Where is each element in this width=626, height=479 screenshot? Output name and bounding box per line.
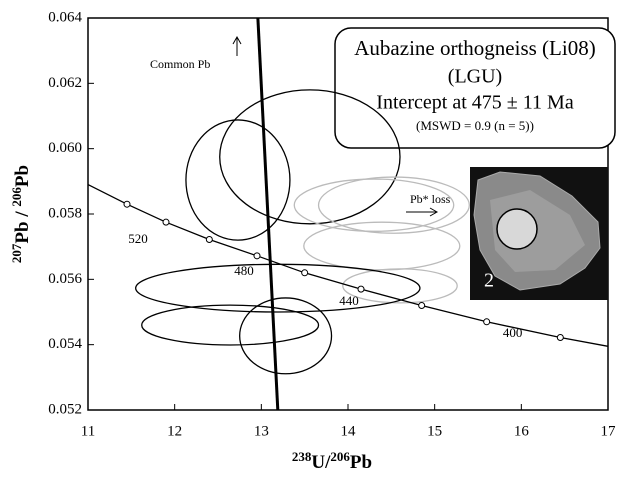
- error-ellipse: [135, 263, 421, 313]
- y-tick-label: 0.060: [48, 140, 82, 156]
- x-tick-label: 17: [601, 423, 617, 439]
- y-label-part: Pb: [12, 221, 33, 243]
- arrow-head: [429, 207, 439, 217]
- y-label-part: 207: [9, 243, 24, 263]
- x-label-part: Pb: [350, 452, 372, 473]
- y-tick-label: 0.058: [48, 205, 82, 221]
- x-tick-label: 11: [81, 423, 95, 439]
- error-ellipse: [303, 221, 461, 271]
- y-tick-label: 0.062: [48, 75, 82, 91]
- info-box: [334, 27, 616, 149]
- x-label-part: 206: [330, 449, 350, 464]
- age-marker: [357, 285, 365, 293]
- info-line: (LGU): [448, 66, 502, 88]
- common-pb-label: Common Pb: [150, 57, 210, 71]
- age-marker: [253, 252, 261, 260]
- x-tick-label: 15: [427, 423, 442, 439]
- error-ellipse: [293, 178, 455, 232]
- x-tick-label: 13: [254, 423, 269, 439]
- y-tick-label: 0.064: [48, 9, 82, 25]
- age-marker: [556, 333, 564, 341]
- age-marker: [205, 235, 213, 243]
- info-line: Intercept at 475 ± 11 Ma: [376, 92, 574, 114]
- error-ellipse: [342, 268, 458, 304]
- spot: [496, 208, 538, 250]
- age-marker: [123, 200, 131, 208]
- y-label-part: Pb: [12, 165, 33, 187]
- age-marker: [162, 218, 170, 226]
- regression-line: [256, 17, 280, 411]
- error-ellipse: [239, 297, 333, 375]
- y-tick-label: 0.054: [48, 336, 82, 352]
- x-tick-label: 14: [341, 423, 357, 439]
- age-marker: [418, 301, 426, 309]
- pb-loss-label: Pb* loss: [410, 192, 451, 206]
- age-label: 520: [128, 231, 148, 246]
- arrow-head: [232, 35, 242, 45]
- error-ellipse: [219, 89, 401, 225]
- x-label-part: 238: [292, 449, 312, 464]
- y-label-part: /: [12, 207, 33, 222]
- y-axis-label: 207Pb / 206Pb: [9, 165, 33, 263]
- x-tick-label: 16: [514, 423, 530, 439]
- grain-image: 2: [470, 167, 608, 300]
- x-tick-label: 12: [167, 423, 182, 439]
- age-label: 480: [234, 263, 254, 278]
- age-marker: [301, 269, 309, 277]
- y-tick-label: 0.052: [48, 401, 82, 417]
- age-label: 440: [339, 293, 359, 308]
- error-ellipse: [141, 304, 320, 346]
- x-label-part: U/: [311, 452, 331, 473]
- grain-label: 2: [484, 270, 494, 292]
- age-label: 400: [503, 325, 523, 340]
- info-line: (MSWD = 0.9 (n = 5)): [416, 118, 534, 133]
- x-axis-label: 238U/206Pb: [292, 449, 372, 473]
- error-ellipse: [317, 176, 470, 234]
- y-tick-label: 0.056: [48, 271, 82, 287]
- y-label-part: 206: [9, 187, 24, 207]
- info-line: Aubazine orthogneiss (Li08): [354, 36, 595, 60]
- error-ellipse: [185, 119, 291, 241]
- age-marker: [483, 318, 491, 326]
